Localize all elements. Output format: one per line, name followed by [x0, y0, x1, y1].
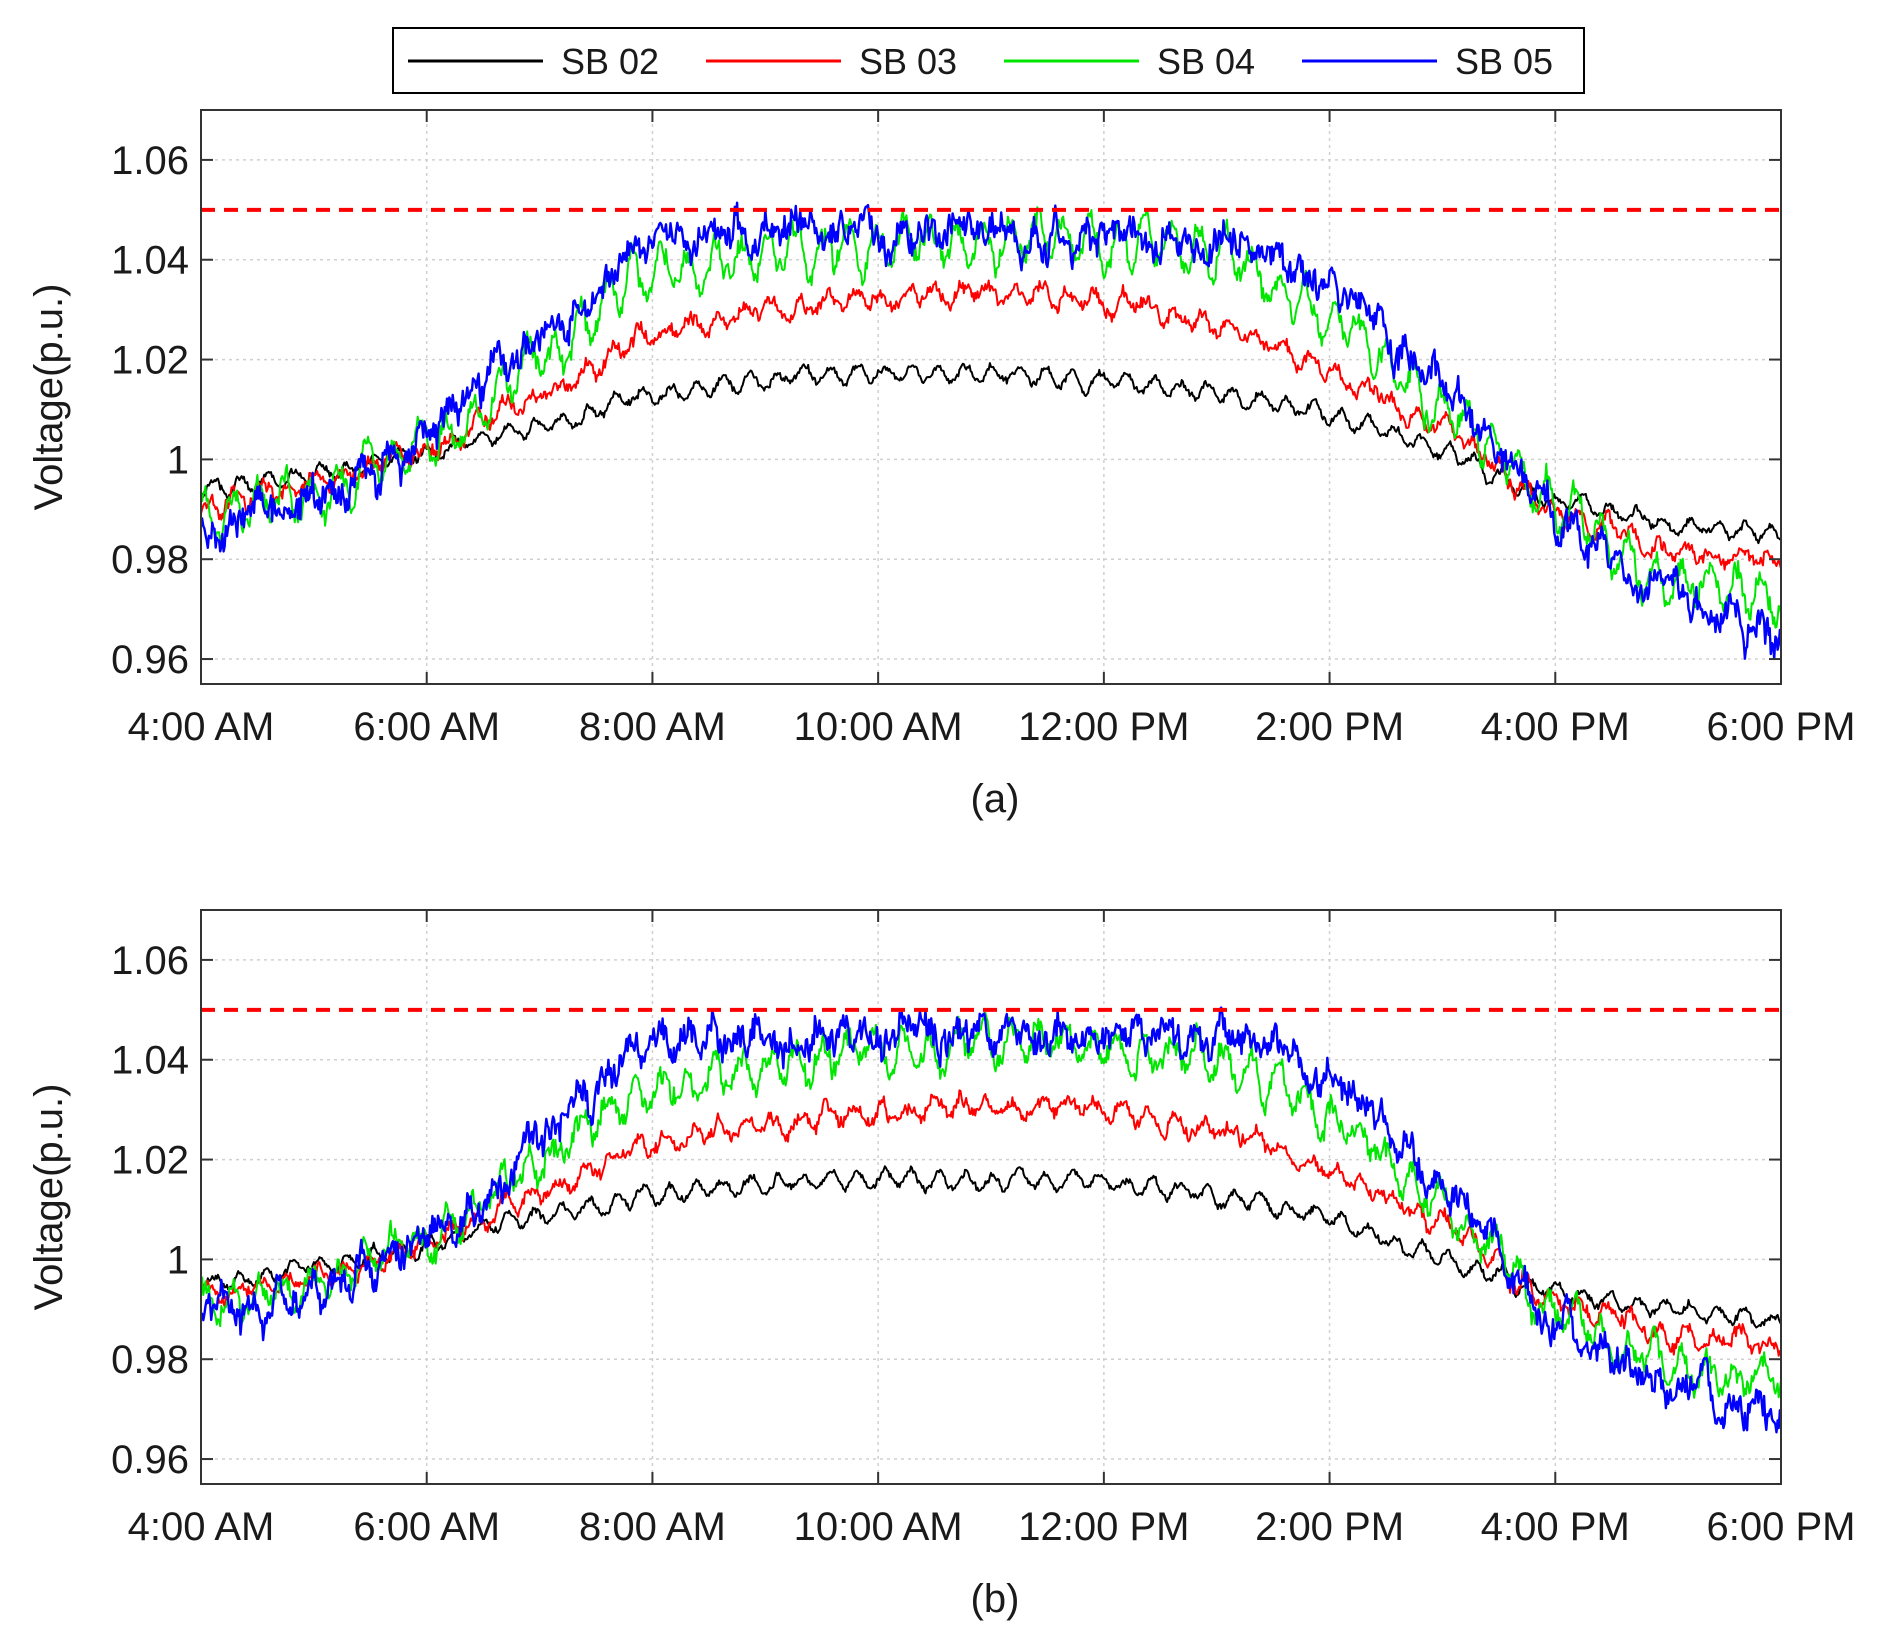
- y-tick-label-1-02: 1.02: [111, 339, 189, 383]
- x-tick-label-6-00-am: 6:00 AM: [353, 705, 500, 749]
- x-tick-label-8-00-am: 8:00 AM: [579, 1505, 726, 1549]
- x-tick-label-4-00-am: 4:00 AM: [128, 705, 275, 749]
- x-tick-label-4-00-pm: 4:00 PM: [1481, 705, 1630, 749]
- series-line-sb-05: [201, 1006, 1781, 1434]
- y-tick-label-0-98: 0.98: [111, 538, 189, 582]
- series-line-sb-03: [201, 279, 1781, 571]
- y-tick-label-1: 1: [167, 438, 189, 482]
- y-axis-label: Voltage(p.u.): [27, 284, 71, 511]
- chart-panel-a: 4:00 AM 6:00 AM 8:00 AM 10:00 AM 12:00 PM 2:0…: [27, 109, 1856, 821]
- legend-entry-sb04: SB 04: [1004, 41, 1255, 82]
- y-tick-label-1-06: 1.06: [111, 139, 189, 183]
- legend-label-sb04: SB 04: [1157, 41, 1255, 82]
- plot-area: [201, 910, 1781, 1484]
- x-tick-label-2-00-pm: 2:00 PM: [1255, 705, 1404, 749]
- y-tick-label-1-04: 1.04: [111, 239, 189, 283]
- x-tick-label-6-00-pm: 6:00 PM: [1707, 705, 1856, 749]
- y-tick-label-0-96: 0.96: [111, 638, 189, 682]
- legend: SB 02 SB 03 SB 04 SB 05: [392, 27, 1585, 94]
- x-tick-label-8-00-am: 8:00 AM: [579, 705, 726, 749]
- panel-caption: (a): [971, 777, 1020, 821]
- series-line-sb-05: [201, 201, 1781, 660]
- x-tick-label-4-00-am: 4:00 AM: [128, 1505, 275, 1549]
- x-tick-label-2-00-pm: 2:00 PM: [1255, 1505, 1404, 1549]
- x-tick-label-10-00-am: 10:00 AM: [794, 1505, 963, 1549]
- legend-label-sb02: SB 02: [561, 41, 659, 82]
- x-tick-label-6-00-pm: 6:00 PM: [1707, 1505, 1856, 1549]
- panel-caption: (b): [971, 1577, 1020, 1621]
- axes-box: [200, 909, 1782, 1485]
- legend-label-sb03: SB 03: [859, 41, 957, 82]
- x-tick-label-4-00-pm: 4:00 PM: [1481, 1505, 1630, 1549]
- legend-entry-sb03: SB 03: [706, 41, 957, 82]
- series-line-sb-03: [201, 1089, 1781, 1357]
- series-line-sb-04: [201, 206, 1781, 629]
- y-axis-label: Voltage(p.u.): [27, 1084, 71, 1311]
- legend-label-sb05: SB 05: [1455, 41, 1553, 82]
- plot-area: [201, 110, 1781, 684]
- y-tick-label-1: 1: [167, 1238, 189, 1282]
- y-tick-label-0-96: 0.96: [111, 1438, 189, 1482]
- chart-panel-b: 4:00 AM 6:00 AM 8:00 AM 10:00 AM 12:00 PM 2:0…: [27, 909, 1856, 1621]
- y-tick-label-1-04: 1.04: [111, 1039, 189, 1083]
- legend-entry-sb05: SB 05: [1302, 41, 1553, 82]
- x-tick-label-10-00-am: 10:00 AM: [794, 705, 963, 749]
- legend-entry-sb02: SB 02: [408, 41, 659, 82]
- x-tick-label-12-00-pm: 12:00 PM: [1018, 1505, 1189, 1549]
- x-tick-label-6-00-am: 6:00 AM: [353, 1505, 500, 1549]
- y-tick-label-1-06: 1.06: [111, 939, 189, 983]
- y-tick-label-0-98: 0.98: [111, 1338, 189, 1382]
- y-tick-label-1-02: 1.02: [111, 1139, 189, 1183]
- series-group: [201, 201, 1781, 660]
- axes-box: [200, 109, 1782, 685]
- series-group: [201, 1006, 1781, 1434]
- x-tick-label-12-00-pm: 12:00 PM: [1018, 705, 1189, 749]
